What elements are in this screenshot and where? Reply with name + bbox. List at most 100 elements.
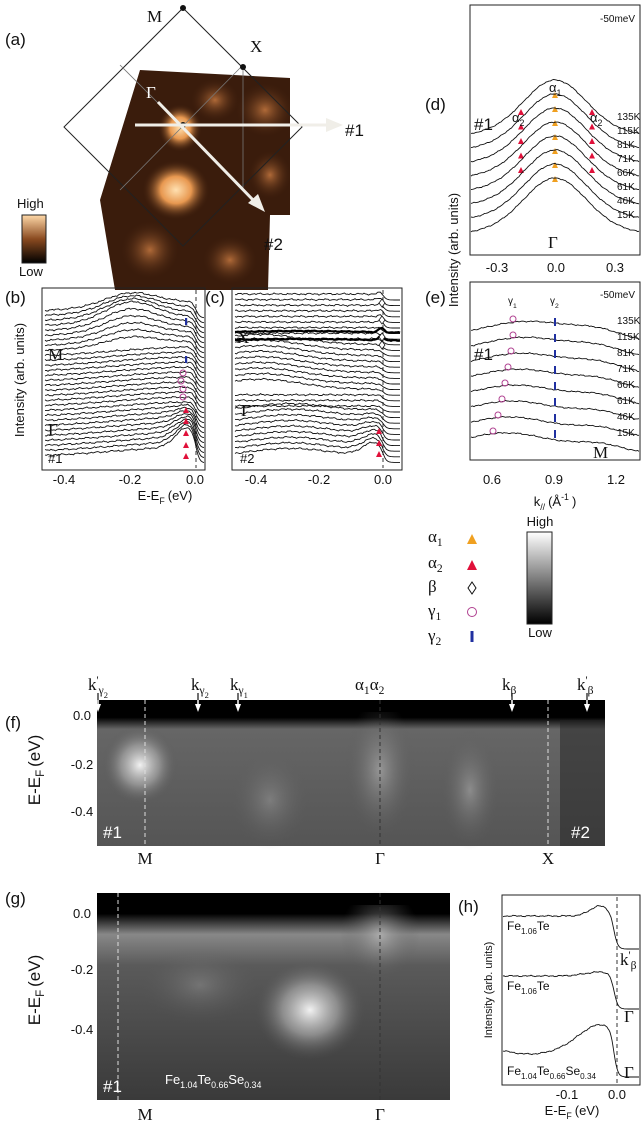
label-part: γ xyxy=(427,601,436,620)
edc-curve xyxy=(44,321,205,349)
colorbar-label: High xyxy=(527,514,554,529)
edc-curve xyxy=(234,350,400,368)
label-part: (eV) xyxy=(168,488,193,503)
label-part: 0.66 xyxy=(550,1072,566,1081)
gamma2-marker xyxy=(554,318,556,326)
legend-label: α1 xyxy=(428,527,443,549)
alpha2-marker xyxy=(183,430,189,436)
edc-curve xyxy=(45,380,205,399)
label-part: (eV) xyxy=(25,735,44,767)
edc-curve xyxy=(234,428,400,447)
edc-curve xyxy=(44,406,205,429)
temperature-label: 61K xyxy=(617,182,635,193)
label-part: α xyxy=(549,80,557,95)
panel-frame xyxy=(469,4,641,256)
edc-curve xyxy=(44,376,205,394)
momentum-marker: kβ xyxy=(502,675,517,697)
x-tick-label: M xyxy=(137,1105,152,1124)
label-part: Fe xyxy=(507,979,521,993)
band-label: γ2 xyxy=(550,296,559,310)
label-part: // xyxy=(540,502,545,512)
edc-curve xyxy=(44,328,205,354)
mdc-stack: 135K 115K 81K 71K 66K 61K 46K 15K xyxy=(470,315,641,452)
cut-label: #1 xyxy=(103,823,122,842)
alpha1-marker xyxy=(552,176,558,182)
label-part: γ xyxy=(550,296,555,307)
label-part: k xyxy=(534,494,541,509)
edc-curve xyxy=(45,401,205,419)
beta-marker xyxy=(378,315,386,325)
edc-curve xyxy=(234,302,400,312)
gamma2-marker xyxy=(185,318,188,325)
cut-label: #1 xyxy=(48,451,62,466)
label-part: Fe xyxy=(507,919,521,933)
edc-curve xyxy=(234,297,400,307)
alpha2-marker xyxy=(589,109,595,115)
label-part: 1 xyxy=(244,690,248,700)
label-part: F xyxy=(35,770,47,777)
alpha1-marker xyxy=(552,106,558,112)
gamma1-marker xyxy=(489,427,497,435)
edc-curve xyxy=(44,370,205,389)
alpha1-marker xyxy=(552,120,558,126)
gamma1-marker xyxy=(177,377,185,385)
alpha2-marker xyxy=(589,138,595,144)
alpha2-marker xyxy=(376,440,382,446)
label-part: Se xyxy=(228,1072,244,1087)
temperature-label: 66K xyxy=(617,380,635,391)
edc-curve xyxy=(44,307,205,339)
edc-curve xyxy=(234,361,400,379)
alpha2-marker xyxy=(376,428,382,434)
edc-curve xyxy=(234,338,400,357)
label-part: Fe xyxy=(507,1064,521,1078)
mdc-curve xyxy=(470,135,640,190)
edc-curve xyxy=(44,391,205,409)
label-part: γ xyxy=(238,684,244,697)
label-part: γ xyxy=(427,626,436,645)
x-tick-label: 1.2 xyxy=(607,472,625,487)
mdc-stack: 135K 115K 81K 71K 66K 61K 46K 15K xyxy=(470,79,641,233)
edc-curve xyxy=(44,427,205,464)
temperature-label: 115K xyxy=(617,332,640,343)
panel-frame xyxy=(469,281,641,461)
temperature-label: 15K xyxy=(617,428,635,439)
gamma2-marker xyxy=(554,414,556,422)
cut-label: #2 xyxy=(571,823,590,842)
gamma1-marker xyxy=(507,347,515,355)
bz-label: Γ xyxy=(624,1007,634,1026)
y-axis-label: Intensity (arb. units) xyxy=(12,323,27,437)
x-tick-label: X xyxy=(542,849,554,868)
edc-curve xyxy=(234,344,400,363)
band-map xyxy=(97,890,450,1100)
y-axis-label: E-EF (eV) xyxy=(25,955,47,1026)
beta-marker xyxy=(378,298,386,308)
label-part: k xyxy=(230,675,239,694)
alpha2-marker xyxy=(589,152,595,159)
alpha2-marker xyxy=(589,123,595,130)
label-part: k xyxy=(88,675,97,694)
label-part: F xyxy=(35,990,47,997)
alpha2-marker xyxy=(518,109,524,115)
label-part: Te xyxy=(197,1072,211,1087)
edc-curve xyxy=(502,970,639,1010)
alpha2-marker xyxy=(518,123,524,130)
panel-label: (h) xyxy=(458,897,479,916)
edc-curve xyxy=(234,308,400,318)
edc-curve xyxy=(234,408,400,424)
label-part: 2 xyxy=(520,118,525,128)
panel-label: (c) xyxy=(205,288,225,307)
x-tick-label: Γ xyxy=(375,1105,385,1124)
label-part: E-E xyxy=(25,997,44,1025)
label-part: Fe xyxy=(165,1072,180,1087)
label-part: ' xyxy=(629,949,631,962)
gamma2-marker xyxy=(185,356,188,363)
colorbar-label: High xyxy=(17,196,44,211)
edc-curve xyxy=(44,335,205,359)
gamma1-marker xyxy=(504,363,512,371)
momentum-marker: k'γ2 xyxy=(88,674,108,700)
mdc-curve xyxy=(470,432,640,452)
x-tick-label: 0.0 xyxy=(186,472,204,487)
gamma1-marker xyxy=(498,395,506,403)
bz-label: X xyxy=(237,328,249,347)
edc-curve xyxy=(234,333,400,351)
